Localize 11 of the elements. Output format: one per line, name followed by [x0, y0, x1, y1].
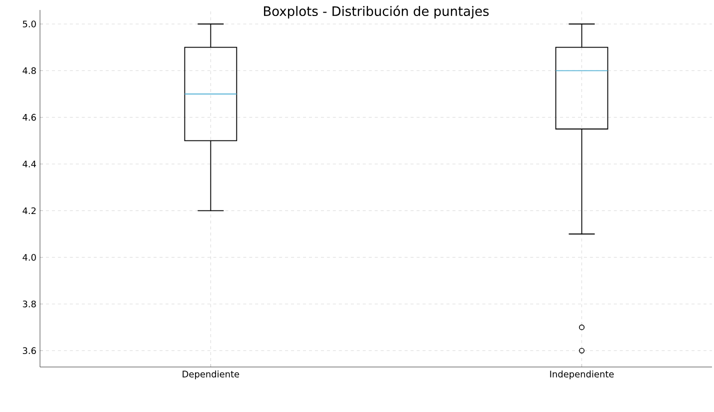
y-tick-label: 3.8: [22, 300, 36, 308]
x-tick-label: Dependiente: [182, 370, 240, 380]
chart-title: Boxplots - Distribución de puntajes: [264, 6, 489, 19]
y-tick-label: 4.0: [22, 254, 36, 261]
y-tick-label: 4.6: [22, 114, 36, 121]
x-tick-label: Independiente: [550, 370, 614, 380]
y-tick-label: 5.0: [22, 20, 36, 28]
y-tick-label: 4.2: [22, 207, 36, 214]
y-tick-label: 4.4: [22, 160, 36, 168]
y-tick-label: 3.6: [22, 347, 36, 354]
y-tick-label: 4.8: [22, 67, 36, 74]
